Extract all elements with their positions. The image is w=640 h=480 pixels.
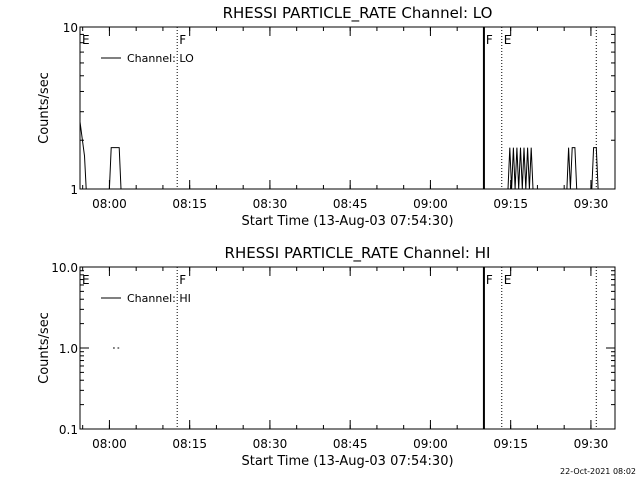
flag-label: F: [486, 273, 493, 287]
x-tick-label: 08:00: [92, 437, 127, 451]
x-tick-label: 09:00: [413, 437, 448, 451]
x-tick-label: 08:30: [253, 197, 288, 211]
x-tick-label: 08:45: [333, 437, 368, 451]
legend-entry: Channel: LO: [127, 52, 194, 65]
legend-entry: Channel: HI: [127, 292, 191, 305]
y-tick-label: 0.1: [59, 423, 78, 437]
x-tick-label: 08:45: [333, 197, 368, 211]
flag-label: E: [504, 33, 512, 47]
chart-title: RHESSI PARTICLE_RATE Channel: HI: [225, 244, 491, 263]
x-tick-label: 08:30: [253, 437, 288, 451]
flag-label: E: [504, 273, 512, 287]
x-tick-label: 09:15: [493, 197, 528, 211]
chart-title: RHESSI PARTICLE_RATE Channel: LO: [223, 4, 493, 23]
x-tick-label: 09:00: [413, 197, 448, 211]
x-axis-label: Start Time (13-Aug-03 07:54:30): [241, 214, 453, 229]
panel-1: RHESSI PARTICLE_RATE Channel: LO Counts/s…: [37, 4, 616, 229]
x-tick-label: 09:15: [493, 437, 528, 451]
x-tick-label: 09:30: [574, 437, 609, 451]
y-tick-label: 10.0: [51, 261, 78, 275]
x-tick-label: 08:15: [172, 437, 207, 451]
panels: RHESSI PARTICLE_RATE Channel: LO Counts/s…: [37, 4, 616, 469]
footer-timestamp: 22-Oct-2021 08:02: [560, 467, 636, 476]
flag-label: E: [82, 273, 90, 287]
flag-label: E: [82, 33, 90, 47]
flag-label: F: [179, 33, 186, 47]
x-axis-label: Start Time (13-Aug-03 07:54:30): [241, 454, 453, 469]
x-tick-label: 08:15: [172, 197, 207, 211]
x-tick-label: 08:00: [92, 197, 127, 211]
y-tick-label: 10: [63, 21, 78, 35]
flag-label: F: [486, 33, 493, 47]
x-tick-label: 09:30: [574, 197, 609, 211]
y-tick-label: 1.0: [59, 342, 78, 356]
flag-label: F: [179, 273, 186, 287]
y-tick-label: 1: [70, 183, 78, 197]
panel-2: RHESSI PARTICLE_RATE Channel: HI Counts/s…: [37, 244, 616, 469]
y-axis-label: Counts/sec: [37, 312, 52, 384]
series-line: [79, 121, 599, 190]
y-axis-label: Counts/sec: [37, 72, 52, 144]
